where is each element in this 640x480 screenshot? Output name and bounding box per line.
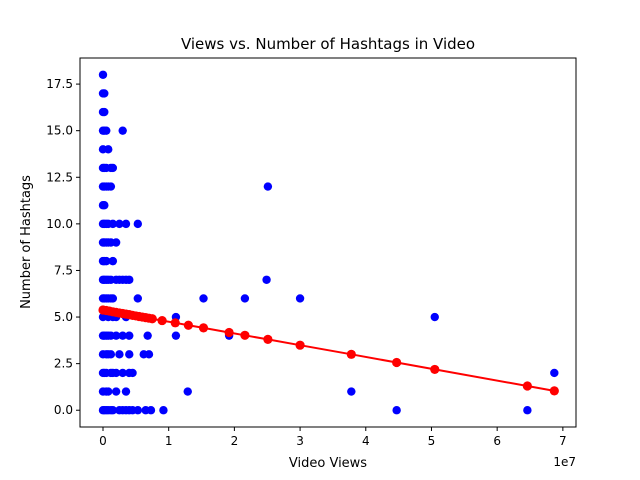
data-point-observed bbox=[108, 163, 118, 173]
y-tick-label: 15.0 bbox=[46, 124, 73, 138]
data-point-observed bbox=[295, 294, 305, 303]
data-point-observed bbox=[104, 387, 113, 396]
data-point-observed bbox=[128, 368, 137, 378]
tick-layer: 0 1 2 3 4 5 6 7 0.0 2.5 5.0 7.5 10.0 12.5 15.0 17.5 bbox=[46, 77, 566, 448]
x-tick-label: 0 bbox=[99, 434, 107, 448]
y-axis-label: Number of Hashtags bbox=[19, 175, 34, 309]
data-point-trend bbox=[263, 334, 273, 345]
data-point-observed bbox=[108, 406, 118, 415]
data-point-trend bbox=[240, 330, 250, 340]
x-tick-label: 5 bbox=[428, 434, 436, 448]
y-tick-label: 2.5 bbox=[54, 357, 73, 371]
data-point-observed bbox=[104, 145, 113, 154]
data-point-observed bbox=[100, 89, 109, 98]
data-point-trend bbox=[147, 314, 157, 324]
data-point-trend bbox=[170, 318, 180, 328]
data-point-observed bbox=[143, 331, 152, 340]
data-point-trend bbox=[157, 315, 167, 326]
data-point-observed bbox=[111, 387, 121, 396]
y-tick-label: 0.0 bbox=[54, 403, 73, 417]
data-point-observed bbox=[171, 331, 181, 340]
data-point-trend bbox=[392, 357, 402, 368]
data-point-trend bbox=[430, 364, 440, 375]
data-point-observed bbox=[125, 350, 134, 359]
data-point-observed bbox=[133, 294, 143, 303]
data-point-trend bbox=[549, 386, 559, 396]
x-axis-offset-label: 1e7 bbox=[553, 455, 576, 469]
data-point-observed bbox=[100, 201, 109, 210]
x-tick-label: 2 bbox=[231, 434, 239, 448]
data-point-observed bbox=[125, 275, 134, 284]
data-point-trend bbox=[295, 340, 305, 350]
data-point-observed bbox=[108, 256, 118, 266]
data-point-observed bbox=[550, 368, 559, 378]
data-point-observed bbox=[347, 387, 356, 396]
y-tick-label: 5.0 bbox=[54, 310, 73, 324]
y-tick-label: 17.5 bbox=[46, 77, 73, 91]
data-point-observed bbox=[108, 294, 118, 303]
data-point-trend bbox=[346, 349, 356, 359]
plot-frame bbox=[79, 57, 577, 428]
y-tick-label: 10.0 bbox=[46, 217, 73, 231]
chart-title: Views vs. Number of Hashtags in Video bbox=[181, 35, 475, 53]
data-point-observed bbox=[111, 331, 121, 340]
data-point-observed bbox=[98, 70, 108, 79]
x-tick-label: 1 bbox=[165, 434, 173, 448]
data-point-observed bbox=[263, 182, 273, 191]
data-point-observed bbox=[523, 406, 532, 415]
x-axis-label: Video Views bbox=[289, 456, 367, 471]
data-point-observed bbox=[115, 350, 124, 359]
data-point-observed bbox=[118, 331, 127, 340]
data-point-observed bbox=[118, 126, 127, 135]
data-point-observed bbox=[146, 406, 156, 415]
data-point-observed bbox=[121, 387, 131, 396]
data-point-observed bbox=[102, 126, 111, 135]
data-point-observed bbox=[108, 219, 118, 229]
data-point-observed bbox=[159, 406, 168, 415]
x-tick-label: 3 bbox=[296, 434, 304, 448]
data-point-observed bbox=[199, 294, 208, 303]
data-point-observed bbox=[125, 331, 134, 340]
y-tick-label: 12.5 bbox=[46, 170, 73, 184]
data-point-observed bbox=[430, 312, 439, 322]
data-point-observed bbox=[262, 275, 271, 284]
marks-layer bbox=[98, 70, 559, 415]
data-point-observed bbox=[111, 368, 121, 378]
data-point-observed bbox=[183, 387, 192, 396]
x-tick-label: 7 bbox=[559, 434, 567, 448]
data-point-observed bbox=[240, 294, 250, 303]
data-point-observed bbox=[100, 107, 109, 117]
data-point-observed bbox=[106, 182, 116, 191]
data-point-trend bbox=[183, 320, 193, 330]
data-point-observed bbox=[144, 350, 154, 359]
data-point-trend bbox=[522, 381, 532, 391]
x-tick-label: 6 bbox=[493, 434, 501, 448]
data-point-observed bbox=[111, 238, 121, 247]
data-point-observed bbox=[118, 368, 127, 378]
data-point-observed bbox=[392, 406, 401, 415]
data-point-observed bbox=[133, 219, 143, 229]
data-point-observed bbox=[102, 256, 111, 266]
data-point-trend bbox=[198, 323, 209, 333]
x-tick-label: 4 bbox=[362, 434, 370, 448]
data-point-observed bbox=[121, 219, 131, 229]
data-point-observed bbox=[106, 350, 116, 359]
data-point-observed bbox=[115, 219, 124, 229]
data-point-observed bbox=[133, 406, 143, 415]
data-point-trend bbox=[224, 327, 234, 338]
y-tick-label: 7.5 bbox=[54, 263, 73, 277]
